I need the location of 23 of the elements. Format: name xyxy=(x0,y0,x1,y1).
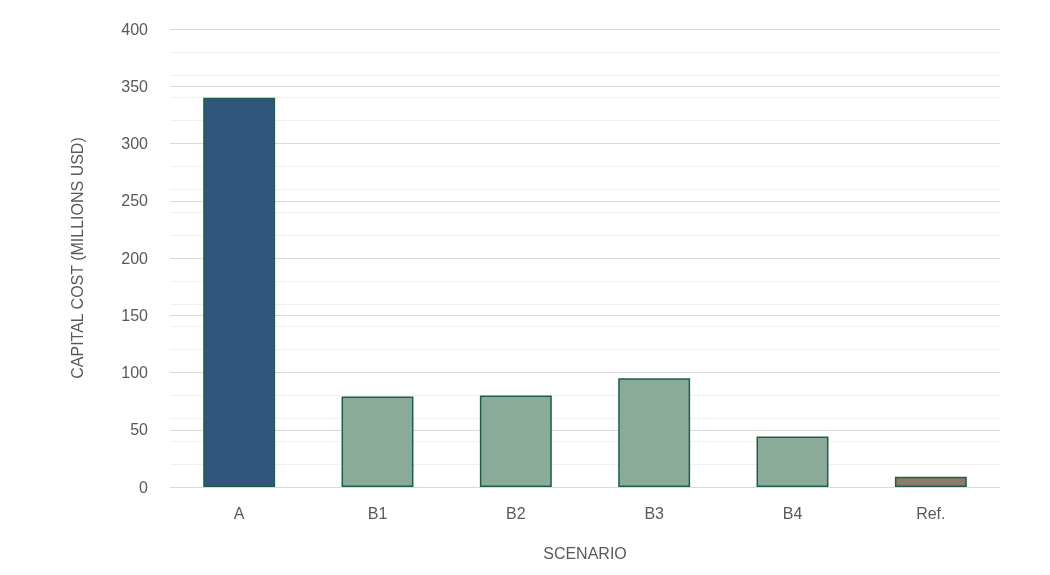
bar xyxy=(618,378,691,487)
y-tick-label: 250 xyxy=(121,192,149,210)
bar xyxy=(756,436,829,487)
y-tick-label: 350 xyxy=(121,77,149,95)
bar xyxy=(203,97,276,487)
y-tick-label: 200 xyxy=(121,249,149,267)
x-tick-label: B2 xyxy=(506,504,526,522)
y-axis-title: CAPITAL COST (MILLIONS USD) xyxy=(68,137,86,379)
x-tick-label: B4 xyxy=(782,504,803,522)
bar xyxy=(479,395,552,487)
y-tick-label: 150 xyxy=(121,306,149,324)
bar xyxy=(341,396,414,487)
y-tick-label: 300 xyxy=(121,135,149,152)
y-tick-label: 50 xyxy=(130,421,149,439)
y-tick-label: 100 xyxy=(121,364,149,381)
y-tick-label: 0 xyxy=(139,478,149,496)
x-tick-label: A xyxy=(233,504,245,522)
x-axis-title: SCENARIO xyxy=(543,544,627,562)
bar xyxy=(894,476,967,487)
x-tick-label: Ref. xyxy=(916,504,946,522)
x-tick-label: B1 xyxy=(367,504,388,522)
y-tick-label: 400 xyxy=(121,20,149,38)
x-tick-label: B3 xyxy=(644,504,665,522)
